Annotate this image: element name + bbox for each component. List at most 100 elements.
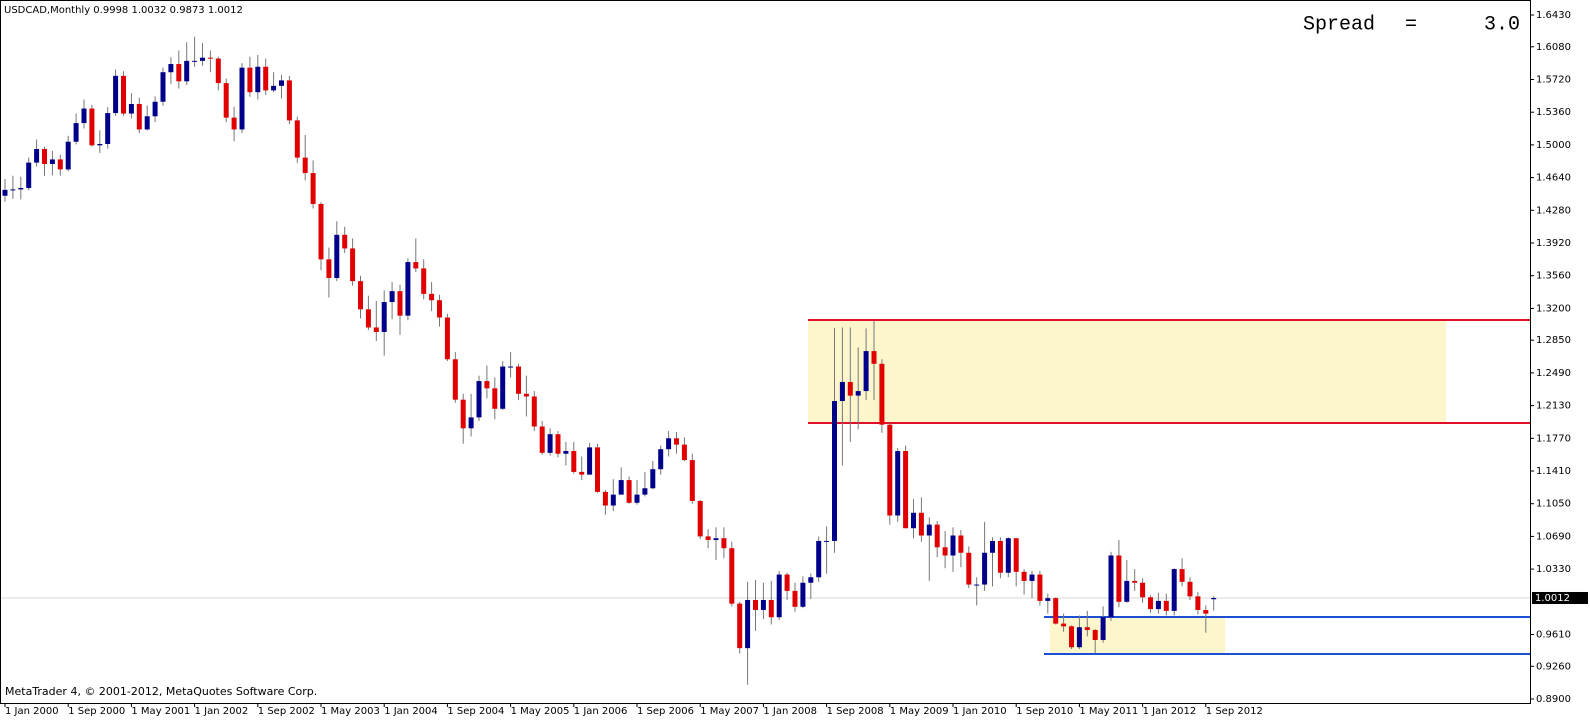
- candle-body: [792, 590, 798, 607]
- zone: [808, 320, 1446, 423]
- candle-body: [784, 574, 790, 591]
- candle-body: [279, 80, 284, 86]
- candle-body: [1037, 574, 1043, 601]
- candle-body: [152, 101, 158, 117]
- candle-body: [816, 540, 822, 578]
- candle-body: [681, 444, 687, 461]
- y-tick-label: 1.2850: [1536, 335, 1571, 346]
- plot-area: [0, 36, 1530, 685]
- y-tick-label: 1.6080: [1536, 42, 1571, 53]
- candle-body: [523, 393, 529, 397]
- candle-body: [1116, 555, 1122, 602]
- candle-body: [824, 540, 830, 542]
- spread-equals: =: [1405, 13, 1417, 36]
- candle-body: [579, 471, 585, 475]
- candle-body: [642, 488, 648, 495]
- candle-body: [429, 293, 435, 301]
- candle-body: [1069, 626, 1074, 648]
- candle-body: [1179, 569, 1185, 582]
- candle-body: [26, 162, 32, 189]
- candle-body: [563, 451, 569, 454]
- y-tick-label: 1.4280: [1536, 205, 1571, 216]
- candle-body: [571, 451, 577, 472]
- candle-body: [2, 189, 8, 196]
- candle-body: [879, 363, 885, 425]
- candle-body: [1021, 571, 1027, 581]
- candle-body: [1108, 555, 1114, 618]
- candle-body: [903, 451, 909, 529]
- low: 0.9873: [170, 5, 205, 16]
- candle-body: [128, 104, 134, 114]
- x-tick-label: 1 Jan 2010: [953, 706, 1007, 717]
- y-tick-label: 1.5000: [1536, 140, 1571, 151]
- x-tick-label: 1 Sep 2012: [1206, 706, 1263, 717]
- candle-body: [326, 259, 332, 278]
- candle-body: [144, 116, 150, 130]
- candle-body: [263, 66, 269, 91]
- candle-body: [255, 66, 261, 93]
- candle-body: [895, 451, 901, 516]
- candle-body: [1187, 581, 1193, 597]
- candle-body: [452, 359, 458, 400]
- candle-body: [602, 491, 608, 506]
- candle-body: [136, 104, 142, 130]
- y-tick-label: 1.6430: [1536, 10, 1571, 21]
- price-label-box: [1532, 591, 1588, 604]
- candle-body: [18, 188, 24, 190]
- candle-body: [342, 234, 348, 249]
- candle-body: [373, 327, 379, 333]
- candle-body: [974, 584, 980, 586]
- candle-body: [1148, 597, 1153, 610]
- candle-body: [1171, 569, 1177, 611]
- x-tick-label: 1 Jan 2006: [574, 706, 628, 717]
- candle-body: [231, 117, 237, 130]
- candle-body: [918, 512, 924, 536]
- x-tick-label: 1 Sep 2002: [258, 706, 315, 717]
- candle-body: [500, 366, 506, 409]
- candle-body: [437, 300, 442, 318]
- candle-body: [808, 577, 814, 583]
- candle-body: [192, 60, 198, 62]
- candle-body: [1053, 598, 1059, 624]
- candle-body: [1100, 617, 1106, 640]
- candle-body: [302, 157, 308, 174]
- candle-body: [184, 60, 190, 82]
- y-tick-label: 1.5720: [1536, 74, 1571, 85]
- spread-label: Spread: [1303, 13, 1375, 36]
- candle-body: [121, 75, 126, 114]
- candle-body: [610, 494, 616, 506]
- candle-body: [753, 599, 758, 610]
- x-tick-label: 1 May 2001: [131, 706, 190, 717]
- x-tick-label: 1 Jan 2012: [1143, 706, 1197, 717]
- zone: [1050, 616, 1225, 654]
- candle-body: [476, 381, 482, 418]
- plot-border: [0, 0, 1531, 704]
- y-tick-label: 1.1770: [1536, 433, 1571, 444]
- candle-body: [658, 449, 664, 470]
- candle-body: [626, 480, 632, 503]
- candle-body: [168, 64, 174, 73]
- candle-body: [49, 159, 55, 164]
- candle-body: [1132, 580, 1138, 583]
- candle-body: [547, 434, 553, 453]
- candle-body: [516, 366, 521, 394]
- candle-body: [847, 381, 853, 396]
- candle-body: [334, 234, 340, 278]
- candle-body: [113, 75, 119, 114]
- candle-body: [350, 248, 356, 282]
- candle-body: [760, 599, 766, 610]
- candle-body: [634, 494, 640, 503]
- candle-body: [990, 540, 995, 553]
- candle-body: [73, 123, 79, 142]
- candle-body: [247, 67, 253, 93]
- candle-body: [1076, 627, 1082, 648]
- y-tick-label: 1.3920: [1536, 238, 1571, 249]
- candle-body: [207, 57, 213, 59]
- candle-body: [413, 262, 419, 269]
- candle-body: [484, 381, 490, 389]
- y-tick-label: 1.3200: [1536, 303, 1571, 314]
- candle-body: [863, 351, 869, 392]
- candle-body: [10, 189, 16, 191]
